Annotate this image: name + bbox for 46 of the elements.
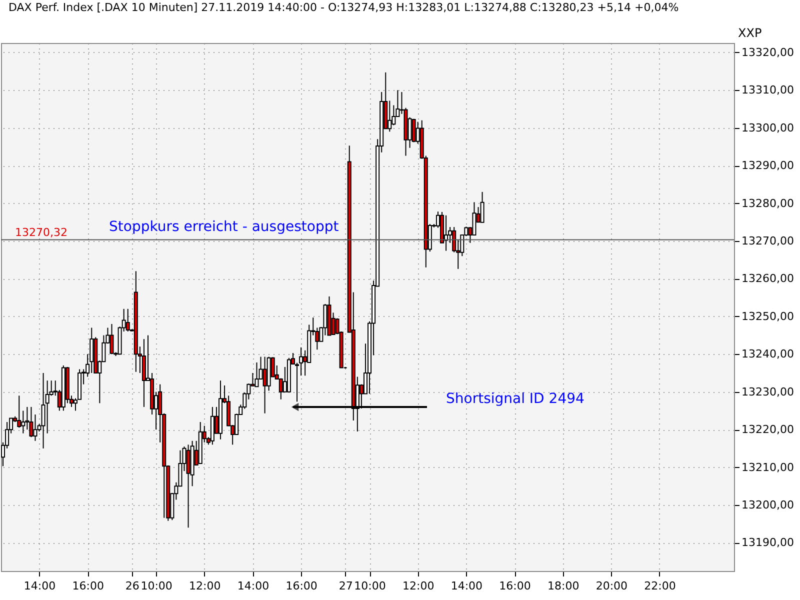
- chart-title: DAX Perf. Index [.DAX 10 Minuten] 27.11.2019 14:40:00 - O:13274,93 H:13283,01 L:13274,88 C:13280,23 +5,14 +0,04%: [8, 1, 679, 14]
- y-tick-label: 13310,00: [742, 84, 794, 97]
- y-tick-label: 13320,00: [742, 46, 794, 59]
- y-tick-label: 13220,00: [742, 423, 794, 436]
- x-tick-label: 22:00: [644, 580, 676, 592]
- x-tick-label: 18:00: [547, 580, 580, 592]
- x-tick-label: 10:00: [354, 580, 386, 592]
- candlestick: [90, 327, 94, 374]
- y-tick-label: 13250,00: [742, 310, 794, 323]
- x-tick-label: 14:00: [24, 580, 56, 592]
- x-tick-label: 10:00: [140, 580, 172, 592]
- candlestick: [262, 356, 267, 414]
- annotation: Stoppkurs erreicht - ausgestoppt: [109, 219, 340, 235]
- candlestick: [186, 444, 190, 528]
- y-tick-label: 13240,00: [742, 348, 794, 361]
- y-tick-label: 13270,00: [742, 234, 794, 248]
- y-tick-label: 13190,00: [742, 536, 794, 550]
- x-tick-label: 12:00: [189, 580, 221, 592]
- candlestick: [33, 414, 38, 442]
- x-tick-label: 16:00: [286, 580, 318, 592]
- y-tick-label: 13200,00: [742, 498, 794, 512]
- candlestick: [254, 362, 259, 388]
- candlestick: [41, 372, 46, 449]
- candlestick: [480, 191, 484, 224]
- x-tick-label: 20:00: [596, 580, 628, 592]
- y-tick-label: 13300,00: [742, 121, 794, 134]
- x-tick-label: 16:00: [72, 580, 104, 592]
- ref-line-label: 13270,32: [15, 226, 68, 239]
- y-tick-label: 13210,00: [742, 460, 794, 474]
- y-tick-label: 13230,00: [742, 385, 794, 398]
- y-tick-label: 13280,00: [742, 196, 794, 210]
- x-tick-label: 27: [338, 580, 353, 592]
- candlestick: [21, 410, 26, 434]
- y-tick-label: 13260,00: [742, 272, 794, 286]
- text: XXP: [738, 26, 762, 40]
- x-tick-label: 14:00: [450, 580, 483, 592]
- candlestick: [126, 308, 130, 332]
- x-tick-label: 12:00: [402, 580, 434, 592]
- x-tick-label: 26: [125, 580, 140, 592]
- x-tick-label: 14:00: [237, 580, 270, 592]
- candlestick: [388, 100, 392, 132]
- candlestick: [29, 406, 34, 438]
- candlestick: [110, 323, 114, 355]
- annotation: Shortsignal ID 2494: [446, 391, 585, 407]
- x-tick-label: 16:00: [499, 580, 531, 592]
- y-tick-label: 13290,00: [742, 159, 794, 172]
